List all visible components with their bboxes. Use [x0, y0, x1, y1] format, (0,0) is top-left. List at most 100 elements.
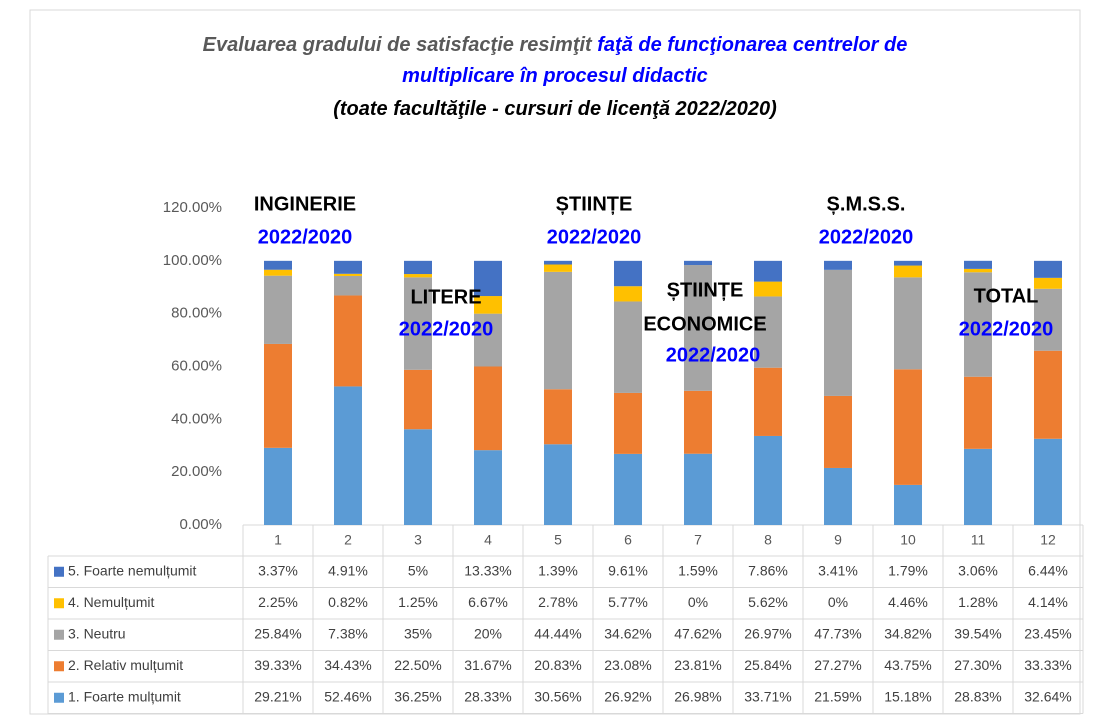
data-label: 52.46%: [324, 688, 371, 704]
data-label: 26.97%: [744, 625, 791, 641]
data-label: 35%: [404, 625, 432, 641]
annotation: 2022/2020: [959, 318, 1054, 340]
bar-segment: [264, 260, 292, 270]
data-label: 25.84%: [254, 625, 301, 641]
data-label: 5.77%: [608, 594, 648, 610]
data-label: 4.14%: [1028, 594, 1068, 610]
data-label: 32.64%: [1024, 688, 1071, 704]
data-label: 30.56%: [534, 688, 581, 704]
data-label: 23.45%: [1024, 625, 1071, 641]
data-label: 23.81%: [674, 657, 721, 673]
bar-segment: [614, 286, 642, 302]
data-label: 28.83%: [954, 688, 1001, 704]
data-label: 2.25%: [258, 594, 298, 610]
data-label: 27.27%: [814, 657, 861, 673]
annotation: 2022/2020: [547, 226, 642, 248]
data-label: 27.30%: [954, 657, 1001, 673]
data-label: 22.50%: [394, 657, 441, 673]
x-tick-label: 5: [554, 532, 562, 548]
bar-segment: [1034, 438, 1062, 525]
data-label: 1.79%: [888, 562, 928, 578]
bar-segment: [964, 448, 992, 525]
data-label: 4.91%: [328, 562, 368, 578]
x-tick-label: 7: [694, 532, 702, 548]
x-tick-label: 1: [274, 532, 282, 548]
bar-segment: [894, 484, 922, 525]
bar-segment: [894, 265, 922, 278]
bar-segment: [684, 265, 712, 391]
data-label: 25.84%: [744, 657, 791, 673]
bar-segment: [684, 390, 712, 454]
x-tick-label: 2: [344, 532, 352, 548]
bar-segment: [824, 467, 852, 525]
bar-segment: [614, 453, 642, 525]
bar-segment: [824, 269, 852, 396]
bar-segment: [474, 296, 502, 314]
bar-segment: [474, 366, 502, 451]
annotation: ȘTIINȚE: [556, 193, 633, 215]
bar-segment: [964, 260, 992, 269]
bar-segment: [544, 264, 572, 272]
bar-segment: [544, 271, 572, 390]
data-label: 1.59%: [678, 562, 718, 578]
x-tick-label: 4: [484, 532, 492, 548]
data-label: 3.06%: [958, 562, 998, 578]
y-tick-label: 0.00%: [179, 516, 222, 533]
data-label: 26.98%: [674, 688, 721, 704]
data-label: 36.25%: [394, 688, 441, 704]
data-label: 33.71%: [744, 688, 791, 704]
data-label: 1.25%: [398, 594, 438, 610]
bar-segment: [824, 260, 852, 270]
chart-title: multiplicare în procesul didactic: [402, 65, 708, 87]
data-label: 28.33%: [464, 688, 511, 704]
bar-segment: [334, 260, 362, 274]
bar-segment: [264, 275, 292, 344]
title-part: multiplicare în procesul didactic: [402, 65, 708, 87]
chart-title: Evaluarea gradului de satisfacţie resimţ…: [203, 34, 908, 56]
bar-segment: [754, 296, 782, 368]
title-part: faţă de funcţionarea centrelor de: [597, 34, 907, 56]
y-tick-label: 120.00%: [163, 199, 222, 216]
annotation: 2022/2020: [819, 226, 914, 248]
bar-segment: [334, 275, 362, 296]
x-tick-label: 9: [834, 532, 842, 548]
data-label: 3.37%: [258, 562, 298, 578]
legend-label: 4. Nemulțumit: [68, 594, 154, 610]
legend-label: 3. Neutru: [68, 625, 126, 641]
bar-segment: [684, 453, 712, 525]
bar-segment: [404, 274, 432, 278]
data-label: 34.62%: [604, 625, 651, 641]
data-label: 3.41%: [818, 562, 858, 578]
data-label: 47.62%: [674, 625, 721, 641]
bar-segment: [544, 260, 572, 265]
bar-segment: [684, 260, 712, 266]
legend-swatch: [54, 661, 64, 672]
bar-segment: [404, 260, 432, 275]
data-label: 0%: [688, 594, 708, 610]
data-label: 39.54%: [954, 625, 1001, 641]
bar-segment: [334, 295, 362, 387]
legend-label: 1. Foarte mulțumit: [68, 688, 181, 704]
bar-segment: [894, 277, 922, 370]
data-label: 6.44%: [1028, 562, 1068, 578]
x-tick-label: 3: [414, 532, 422, 548]
data-label: 5.62%: [748, 594, 788, 610]
legend-swatch: [54, 629, 64, 640]
bar-segment: [964, 376, 992, 449]
bar-segment: [264, 269, 292, 276]
data-label: 4.46%: [888, 594, 928, 610]
title-part: Evaluarea gradului de satisfacţie resimţ…: [203, 34, 598, 56]
legend-swatch: [54, 692, 64, 703]
data-label: 0.82%: [328, 594, 368, 610]
bar-segment: [1034, 277, 1062, 289]
data-label: 13.33%: [464, 562, 511, 578]
data-label: 44.44%: [534, 625, 581, 641]
data-label: 9.61%: [608, 562, 648, 578]
bar-segment: [544, 389, 572, 445]
bar-segment: [824, 395, 852, 468]
data-label: 21.59%: [814, 688, 861, 704]
bar-segment: [614, 392, 642, 454]
annotation: 2022/2020: [666, 344, 761, 366]
bar-segment: [754, 367, 782, 436]
bar-segment: [1034, 288, 1062, 351]
